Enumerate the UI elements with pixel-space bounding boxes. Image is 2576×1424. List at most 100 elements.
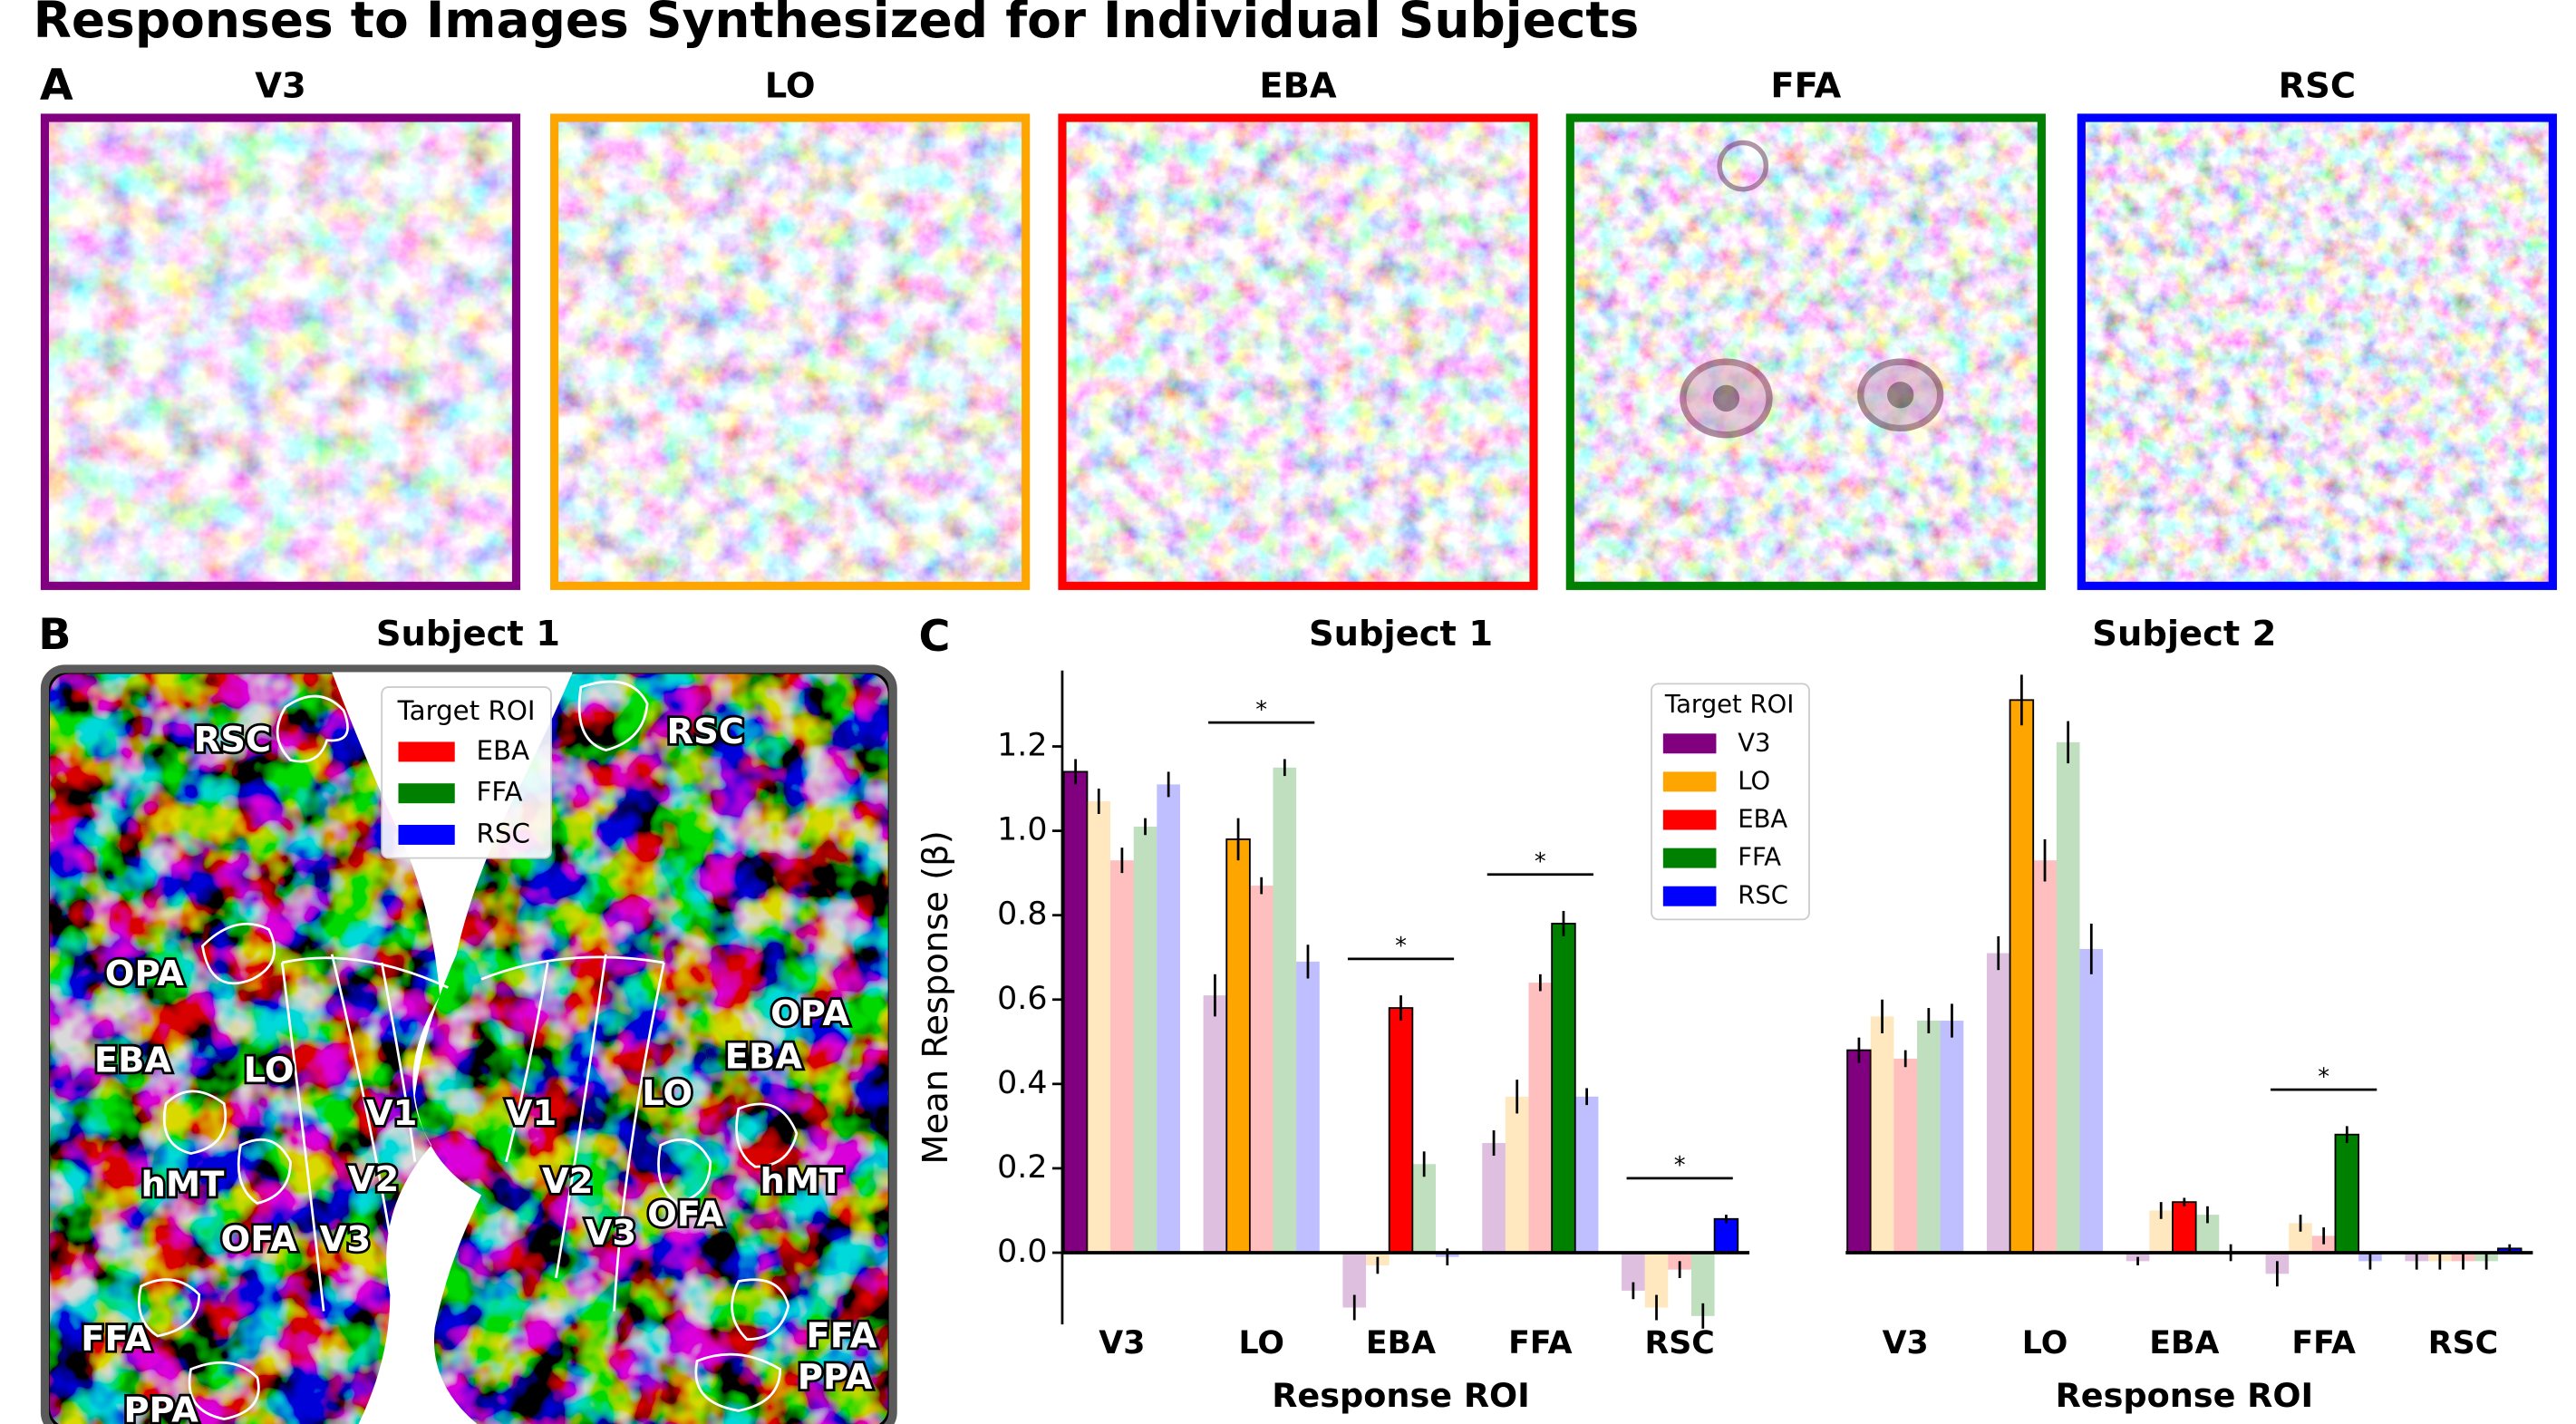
- legend-label: RSC: [1738, 882, 1788, 910]
- image-title: EBA: [1259, 66, 1337, 107]
- image-frame: [1058, 113, 1538, 590]
- legend-label: LO: [1738, 767, 1770, 795]
- y-tick-label: 0.2: [997, 1149, 1047, 1186]
- roi-label: V3: [320, 1219, 372, 1260]
- legend-title: Target ROI: [1664, 691, 1794, 719]
- roi-label: OPA: [105, 954, 184, 994]
- bar: [1062, 770, 1089, 1254]
- roi-label: OFA: [647, 1195, 724, 1235]
- significance-label: *: [1395, 933, 1407, 960]
- bar: [1574, 1096, 1599, 1254]
- roi-label: PPA: [123, 1390, 199, 1424]
- x-axis-label: Response ROI: [2056, 1376, 2314, 1415]
- legend-swatch: [1662, 886, 1717, 906]
- roi-label: OPA: [770, 993, 849, 1034]
- significance-label: *: [1535, 848, 1546, 876]
- roi-label: EBA: [725, 1037, 803, 1078]
- hemisphere-gap: [332, 672, 573, 1424]
- face-hint: [1680, 140, 1944, 439]
- x-tick-label: RSC: [1644, 1325, 1714, 1361]
- y-tick-label: 0.6: [997, 981, 1047, 1017]
- x-tick-label: V3: [1883, 1325, 1929, 1361]
- image-title: LO: [765, 66, 816, 107]
- bar: [2079, 948, 2104, 1254]
- chart-title: Subject 1: [1309, 614, 1493, 654]
- bar: [1551, 923, 1576, 1254]
- roi-label: LO: [244, 1050, 295, 1090]
- significance-label: *: [1674, 1152, 1686, 1179]
- legend-swatch: [1662, 848, 1717, 868]
- legend-label: EBA: [477, 735, 530, 766]
- legend-label: FFA: [477, 777, 523, 808]
- bar: [1388, 1007, 1414, 1254]
- bar: [2033, 860, 2057, 1254]
- image-frame: [1565, 113, 2046, 590]
- bar: [1225, 838, 1251, 1254]
- legend-label: RSC: [477, 818, 530, 848]
- bar: [1087, 801, 1111, 1254]
- bar: [1870, 1016, 1894, 1254]
- bar: [1846, 1049, 1872, 1254]
- legend-swatch: [398, 741, 455, 762]
- panel-title: Subject 1: [376, 614, 560, 654]
- roi-label: FFA: [806, 1315, 876, 1356]
- panel-a: V3 LO EBA FFA RSC: [40, 66, 2557, 590]
- y-tick-label: 1.2: [997, 728, 1047, 764]
- legend-swatch: [398, 783, 455, 804]
- bar: [1713, 1217, 1739, 1254]
- bar: [1482, 1143, 1506, 1254]
- legend-box: [381, 686, 552, 859]
- y-tick-label: 1.0: [997, 812, 1047, 848]
- roi-label: RSC: [194, 720, 272, 760]
- image-title: V3: [255, 66, 306, 107]
- bar: [1110, 860, 1134, 1254]
- roi-label: LO: [642, 1073, 692, 1114]
- image-title: FFA: [1770, 66, 1841, 107]
- chart-title: Subject 2: [2092, 614, 2276, 654]
- image-frame: [2077, 113, 2557, 590]
- bar: [1986, 953, 2010, 1254]
- bar: [1157, 784, 1180, 1254]
- x-tick-label: RSC: [2428, 1325, 2498, 1361]
- synth-image: [2077, 114, 2557, 590]
- roi-label: hMT: [141, 1165, 226, 1206]
- roi-label: V2: [348, 1159, 400, 1200]
- synth-image: [1059, 114, 1537, 590]
- legend-swatch: [1662, 771, 1717, 792]
- legend-label: EBA: [1738, 806, 1787, 834]
- roi-label: EBA: [94, 1040, 172, 1080]
- roi-label: RSC: [667, 712, 745, 752]
- roi-label: V1: [366, 1093, 418, 1134]
- bar: [1668, 1253, 1691, 1270]
- bar: [1412, 1164, 1436, 1254]
- legend-label: FFA: [1738, 844, 1781, 872]
- bar: [1505, 1096, 1529, 1254]
- x-tick-label: FFA: [2291, 1325, 2356, 1361]
- significance-label: *: [1255, 696, 1267, 723]
- roi-label: V2: [542, 1161, 594, 1202]
- bar: [1893, 1058, 1918, 1254]
- bar: [2056, 741, 2080, 1254]
- bar: [1249, 886, 1273, 1254]
- brain-legend: Target ROI EBA FFA RSC: [381, 686, 552, 859]
- roi-label: PPA: [798, 1357, 873, 1398]
- legend-swatch: [1662, 733, 1717, 754]
- bar: [1203, 995, 1227, 1254]
- bar: [2172, 1201, 2197, 1254]
- bar: [1133, 826, 1157, 1254]
- legend-swatch: [398, 825, 455, 845]
- legend-swatch: [1662, 809, 1717, 830]
- legend-title: Target ROI: [397, 695, 536, 726]
- roi-label: V1: [506, 1093, 557, 1134]
- y-axis-label: Mean Response (β): [915, 830, 956, 1164]
- x-tick-label: LO: [1238, 1325, 1284, 1361]
- bar: [2009, 699, 2035, 1254]
- y-tick-label: 0.8: [997, 896, 1047, 933]
- x-tick-label: LO: [2022, 1325, 2068, 1361]
- panel-label: A: [40, 61, 73, 111]
- roi-label: V3: [586, 1213, 637, 1254]
- x-tick-label: V3: [1099, 1325, 1145, 1361]
- x-tick-label: FFA: [1508, 1325, 1573, 1361]
- y-tick-label: 0.0: [997, 1234, 1047, 1270]
